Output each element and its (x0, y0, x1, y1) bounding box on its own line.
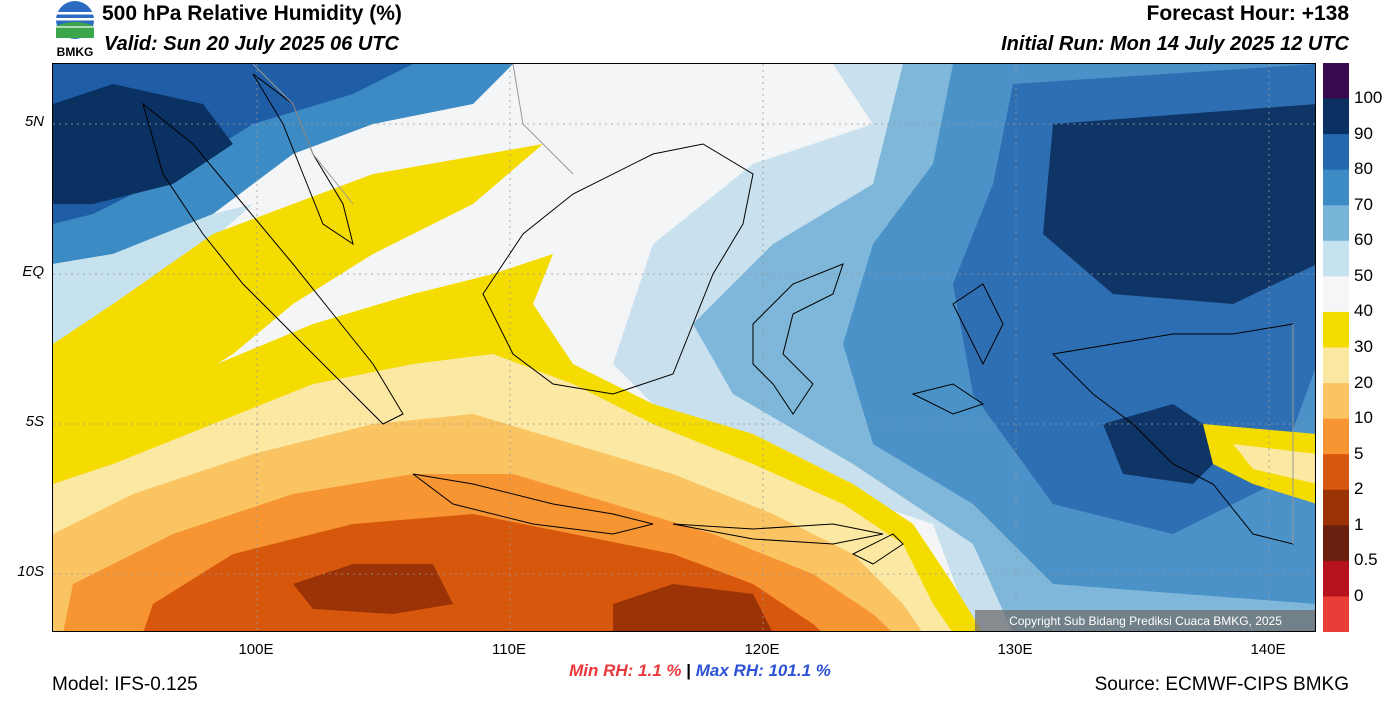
initial-run: Initial Run: Mon 14 July 2025 12 UTC (1001, 33, 1349, 55)
bmkg-logo: BMKG (52, 0, 98, 60)
colorbar-segment (1323, 63, 1349, 100)
colorbar-segment (1323, 276, 1349, 313)
lon-label-130e: 130E (997, 641, 1033, 658)
colorbar-label-20: 20 (1354, 373, 1373, 392)
colorbar-label-60: 60 (1354, 230, 1373, 249)
forecast-hour: Forecast Hour: +138 (1146, 2, 1350, 25)
min-rh: Min RH: 1.1 % (569, 661, 682, 680)
colorbar-label-70: 70 (1354, 195, 1373, 214)
colorbar-segment (1323, 240, 1349, 277)
colorbar-label-0: 0 (1354, 586, 1364, 605)
colorbar-segment (1323, 596, 1349, 633)
colorbar-label-100: 100 (1354, 88, 1383, 107)
colorbar-segment (1323, 525, 1349, 562)
lat-label-5s: 5S (25, 413, 44, 430)
colorbar-label-90: 90 (1354, 124, 1373, 143)
model-label: Model: IFS-0.125 (52, 674, 198, 695)
colorbar-segment (1323, 311, 1349, 348)
colorbar-segment (1323, 454, 1349, 491)
colorbar-label-0-5: 0.5 (1354, 550, 1378, 569)
colorbar-segment (1323, 205, 1349, 242)
colorbar-label-10: 10 (1354, 408, 1373, 427)
copyright-notice: Copyright Sub Bidang Prediksi Cuaca BMKG… (975, 610, 1315, 631)
lat-label-5n: 5N (24, 113, 44, 130)
colorbar-segment (1323, 383, 1349, 420)
colorbar-label-5: 5 (1354, 444, 1364, 463)
lon-label-120e: 120E (744, 641, 780, 658)
colorbar-label-2: 2 (1354, 479, 1364, 498)
lat-label-10s: 10S (17, 563, 44, 580)
colorbar-segment (1323, 169, 1349, 206)
humidity-map: Copyright Sub Bidang Prediksi Cuaca BMKG… (52, 63, 1316, 632)
colorbar (1323, 63, 1349, 633)
colorbar-label-80: 80 (1354, 159, 1373, 178)
humidity-field (53, 64, 1315, 631)
chart-title: 500 hPa Relative Humidity (%) (102, 2, 402, 25)
colorbar-segment (1323, 98, 1349, 135)
lon-label-110e: 110E (492, 641, 526, 658)
colorbar-segment (1323, 347, 1349, 384)
colorbar-segment (1323, 489, 1349, 526)
logo-text: BMKG (57, 45, 94, 59)
lon-label-140e: 140E (1250, 641, 1286, 658)
valid-time: Valid: Sun 20 July 2025 06 UTC (104, 33, 399, 55)
colorbar-label-50: 50 (1354, 266, 1373, 285)
stats-separator: | (686, 661, 692, 680)
rh-stats: Min RH: 1.1 % | Max RH: 101.1 % (0, 661, 1400, 681)
colorbar-segment (1323, 560, 1349, 597)
source-label: Source: ECMWF-CIPS BMKG (1094, 674, 1349, 695)
colorbar-segment (1323, 134, 1349, 171)
max-rh: Max RH: 101.1 % (695, 661, 831, 680)
colorbar-label-40: 40 (1354, 301, 1373, 320)
lon-label-100e: 100E (238, 641, 274, 658)
lat-label-eq: EQ (22, 263, 44, 280)
colorbar-label-1: 1 (1354, 515, 1364, 534)
colorbar-label-30: 30 (1354, 337, 1373, 356)
colorbar-segment (1323, 418, 1349, 455)
